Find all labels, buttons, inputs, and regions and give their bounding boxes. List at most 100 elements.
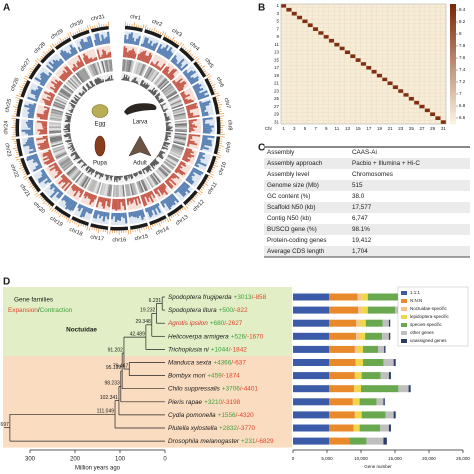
gene-density-bar: [164, 197, 173, 208]
expression-cell: [58, 156, 70, 164]
repeat-density-bar: [186, 106, 199, 111]
heatmap-cell: [344, 77, 351, 82]
gc-bar: [123, 74, 126, 81]
leaf-label: Chilo suppressalis +3706/-4401: [168, 385, 258, 392]
heatmap-cell: [334, 120, 340, 125]
expression-cell: [166, 91, 178, 100]
heatmap-cell: [328, 30, 335, 36]
scale-tick: [219, 113, 225, 115]
gene-density-bar: [176, 188, 186, 197]
heatmap-cell: [360, 54, 367, 59]
repeat-density-bar: [48, 156, 54, 160]
chromosome-label: chr1: [130, 14, 142, 22]
expression-cell: [172, 106, 185, 112]
heatmap-cell: [344, 30, 351, 36]
expression-cell: [155, 75, 165, 86]
expression-cell: [125, 59, 129, 72]
heatmap-cell: [344, 65, 351, 70]
scale-tick: [41, 56, 44, 59]
gene-density-bar: [202, 135, 215, 139]
expression-cell: [67, 166, 77, 176]
heatmap-cell: [350, 7, 356, 12]
gc-bar: [153, 159, 159, 165]
heatmap-cell: [429, 61, 436, 67]
repeat-density-bar: [174, 81, 181, 87]
scale-tick: [165, 35, 168, 38]
chromosome-label: chr22: [9, 164, 20, 179]
bar-segment: [355, 359, 364, 366]
heatmap-cell: [312, 11, 319, 16]
heatmap-cell: [366, 58, 372, 63]
gc-bar: [124, 175, 127, 182]
heatmap-cell: [419, 116, 425, 121]
gene-density-bar: [81, 205, 85, 209]
y-tick-label: 15: [274, 57, 280, 62]
y-tick-label: 1: [276, 3, 279, 8]
gene-density-bar: [52, 62, 59, 69]
heatmap-cell: [382, 61, 388, 67]
gc-bar: [67, 145, 74, 149]
scale-tick: [34, 190, 38, 193]
repeat-density-bar: [177, 85, 185, 91]
heatmap-cell: [350, 15, 356, 20]
heatmap-cell: [403, 81, 409, 86]
gene-density-bar: [41, 172, 47, 177]
gc-bar: [91, 86, 93, 88]
expression-cell: [137, 63, 144, 76]
scale-tick: [138, 25, 140, 28]
gene-density-bar: [160, 200, 166, 208]
scale-tick: [93, 227, 95, 231]
x-tick-label: 10,000: [354, 456, 368, 461]
heatmap-cell: [307, 19, 314, 24]
gc-bar: [70, 138, 72, 140]
ideogram: [179, 47, 195, 62]
scale-tick: [54, 43, 57, 47]
heatmap-cell: [355, 23, 361, 28]
gc-bar: [82, 87, 87, 93]
heatmap-cell: [296, 92, 303, 98]
gc-bar: [157, 98, 163, 102]
heatmap-cell: [318, 34, 324, 39]
scale-tick: [164, 219, 167, 222]
heatmap-cell: [424, 100, 431, 105]
expression-cell: [87, 179, 95, 191]
heatmap-cell: [366, 69, 372, 74]
scale-tick: [190, 200, 193, 203]
heatmap-cell: [334, 54, 340, 59]
expression-cell: [67, 79, 78, 90]
colorbar-strip: [450, 37, 456, 41]
heatmap-cell: [318, 61, 324, 67]
heatmap-cell: [387, 77, 393, 82]
heatmap-cell: [286, 116, 292, 121]
scale-tick: [211, 168, 215, 171]
bar-segment: [388, 319, 391, 327]
heatmap-cell: [408, 104, 415, 109]
heatmap-cell: [307, 112, 314, 117]
heatmap-cell: [387, 89, 393, 94]
species-name: Spodoptera frugiperda: [168, 294, 232, 301]
heatmap-cell: [429, 15, 436, 20]
gene-density-bar: [202, 129, 213, 132]
heatmap-cell: [339, 81, 345, 86]
heatmap-cell: [392, 116, 399, 121]
scale-tick: [85, 27, 87, 31]
gc-bar: [165, 126, 173, 128]
gc-bar: [74, 98, 79, 102]
expression-cell: [155, 170, 165, 181]
gene-density-bar: [201, 144, 205, 147]
heatmap-cell: [371, 34, 377, 39]
y-tick-label: 27: [274, 104, 280, 109]
gc-bar: [165, 121, 171, 124]
heatmap-cell: [435, 116, 441, 121]
gene-loss: -6829: [257, 438, 274, 445]
table-cell: Assembly level: [267, 171, 309, 178]
heatmap-cell: [429, 54, 436, 59]
gc-bar: [68, 142, 73, 145]
gene-density-bar: [28, 137, 34, 140]
heatmap-cell: [344, 3, 351, 8]
expression-cell: [126, 184, 130, 197]
bar-segment: [329, 424, 354, 432]
heatmap-cell: [392, 89, 399, 94]
node-age: 344.697: [0, 422, 9, 428]
repeat-density-bar: [157, 186, 164, 196]
